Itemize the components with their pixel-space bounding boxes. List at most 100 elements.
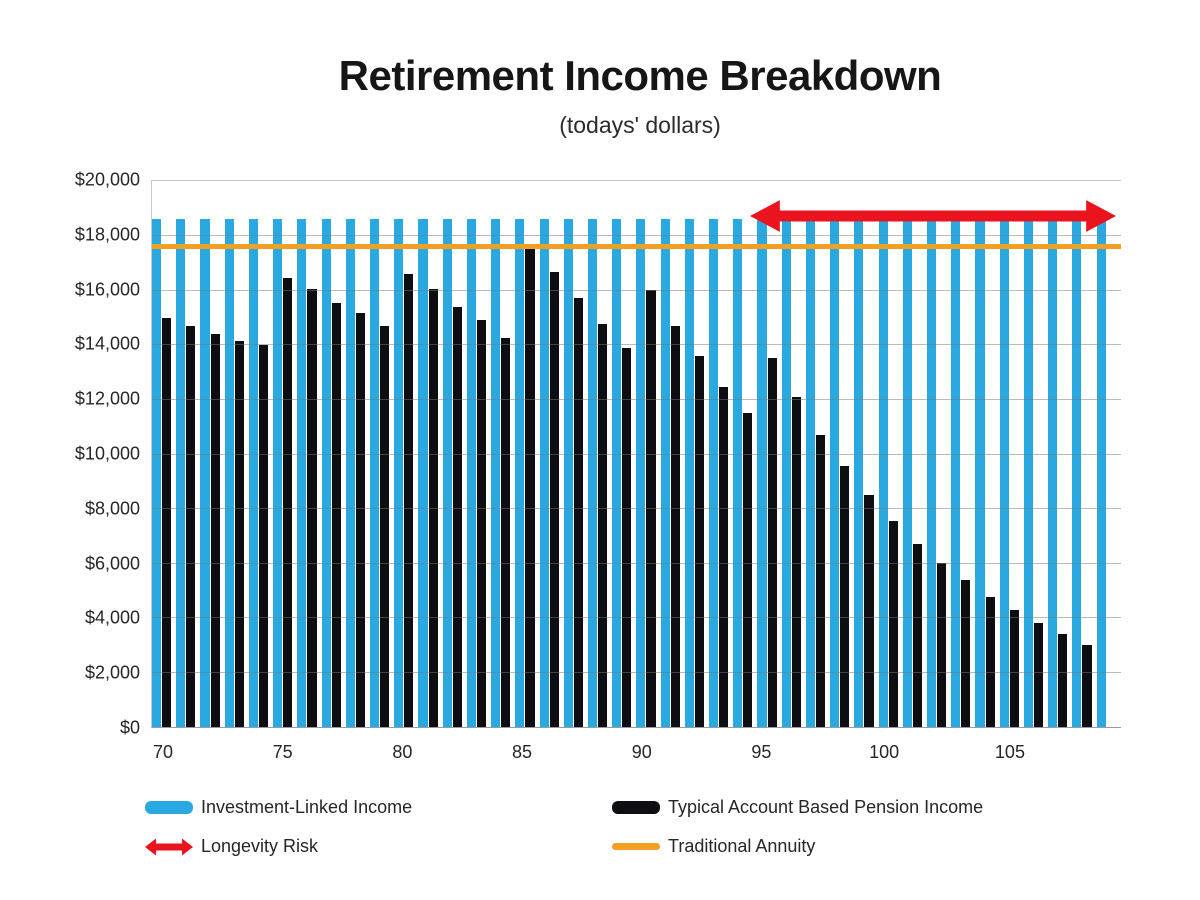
investment-bar bbox=[902, 219, 912, 727]
y-tick-label: $14,000 bbox=[74, 333, 140, 354]
y-tick-label: $16,000 bbox=[74, 279, 140, 300]
legend-item-pension: Typical Account Based Pension Income bbox=[612, 797, 983, 818]
investment-bar bbox=[781, 219, 791, 727]
investment-bar bbox=[587, 219, 598, 727]
legend-label-investment: Investment-Linked Income bbox=[201, 797, 413, 817]
legend-label-pension: Typical Account Based Pension Income bbox=[668, 797, 984, 817]
bar-group-age-92 bbox=[684, 181, 709, 727]
gridline-10000 bbox=[152, 453, 1121, 455]
y-tick-label: $18,000 bbox=[74, 224, 140, 245]
investment-bar bbox=[200, 219, 210, 727]
investment-bar bbox=[418, 219, 428, 727]
gridline-14000 bbox=[152, 344, 1121, 346]
legend-label-annuity: Traditional Annuity bbox=[668, 836, 816, 856]
x-tick-label bbox=[606, 742, 630, 763]
x-tick-label bbox=[223, 742, 247, 763]
x-tick-label bbox=[1097, 742, 1121, 763]
x-tick-label bbox=[175, 742, 199, 763]
bar-group-age-78 bbox=[345, 181, 370, 727]
gridline-6000 bbox=[152, 562, 1121, 564]
x-tick-label bbox=[654, 742, 678, 763]
pension-bar bbox=[476, 320, 487, 727]
bar-group-age-82 bbox=[442, 181, 467, 727]
pension-bar bbox=[1058, 634, 1068, 727]
pension-bar bbox=[525, 249, 535, 727]
x-tick-label bbox=[923, 742, 947, 763]
bar-group-age-106 bbox=[1023, 181, 1048, 727]
plot-area bbox=[151, 180, 1121, 728]
gridline-12000 bbox=[152, 398, 1121, 400]
pension-bar bbox=[937, 563, 947, 727]
x-tick-label: 70 bbox=[152, 742, 173, 762]
bar-group-age-97 bbox=[805, 181, 830, 727]
y-tick-label: $10,000 bbox=[74, 443, 140, 464]
bar-group-age-73 bbox=[224, 181, 249, 727]
pension-bar bbox=[864, 494, 874, 727]
pension-bar bbox=[622, 347, 632, 727]
pension-bar bbox=[186, 325, 196, 727]
x-tick-label bbox=[534, 742, 558, 763]
y-tick-label: $0 bbox=[119, 717, 140, 738]
x-tick-label bbox=[582, 742, 606, 763]
bar-group-age-75 bbox=[273, 181, 297, 727]
investment-bar bbox=[176, 219, 186, 727]
gridline-16000 bbox=[152, 289, 1121, 291]
y-tick-label: $20,000 bbox=[74, 169, 140, 190]
pension-bar bbox=[1033, 623, 1044, 727]
x-tick-label: 80 bbox=[392, 742, 413, 762]
investment-bar bbox=[757, 219, 767, 727]
bar-group-age-74 bbox=[248, 181, 273, 727]
bar-group-age-86 bbox=[539, 181, 564, 727]
investment-bar bbox=[612, 219, 622, 727]
investment-bar bbox=[1072, 219, 1082, 727]
pension-bar bbox=[452, 306, 462, 727]
x-tick-label bbox=[845, 742, 869, 763]
investment-bar bbox=[927, 219, 937, 727]
pension-bar bbox=[694, 355, 705, 727]
x-tick-label bbox=[726, 742, 750, 763]
legend-label-longevity: Longevity Risk bbox=[201, 836, 319, 856]
investment-bar bbox=[636, 219, 646, 727]
pension-bar bbox=[573, 298, 583, 727]
chart-legend: Investment-Linked Income Typical Account… bbox=[145, 788, 1125, 866]
bar-group-age-94 bbox=[733, 181, 757, 727]
investment-bar bbox=[297, 219, 307, 727]
bar-group-age-76 bbox=[297, 181, 321, 727]
x-tick-label: 105 bbox=[994, 742, 1025, 762]
x-tick-label bbox=[199, 742, 223, 763]
pension-bar bbox=[719, 387, 729, 727]
pension-bar bbox=[428, 288, 438, 727]
pension-bar bbox=[1009, 609, 1019, 727]
pension-bar bbox=[670, 325, 680, 727]
investment-bar-swatch-icon bbox=[145, 801, 193, 814]
investment-bar bbox=[224, 219, 234, 727]
x-tick-label bbox=[295, 742, 319, 763]
investment-bar bbox=[369, 219, 380, 727]
chart-title: Retirement Income Breakdown bbox=[338, 52, 942, 99]
x-tick-label bbox=[971, 742, 995, 763]
gridline-4000 bbox=[152, 617, 1121, 619]
investment-bar bbox=[1023, 219, 1033, 727]
pension-bar bbox=[307, 288, 317, 727]
bar-group-age-81 bbox=[418, 181, 442, 727]
annuity-line-swatch-icon bbox=[612, 843, 660, 850]
bar-group-age-95 bbox=[757, 181, 781, 727]
pension-bar bbox=[598, 324, 608, 727]
x-tick-label bbox=[414, 742, 438, 763]
investment-bar bbox=[152, 219, 162, 727]
pension-bar bbox=[331, 302, 341, 727]
y-axis-labels: $20,000 $18,000 $16,000 $14,000 $12,000 $10,0… bbox=[0, 170, 140, 738]
investment-bar bbox=[491, 219, 501, 727]
bar-group-age-108 bbox=[1072, 181, 1096, 727]
investment-bar bbox=[733, 219, 743, 727]
investment-bar bbox=[515, 219, 525, 727]
legend-row-1: Investment-Linked Income Typical Account… bbox=[145, 788, 1125, 827]
investment-bar bbox=[248, 219, 258, 727]
pension-bar bbox=[961, 579, 971, 727]
gridline-8000 bbox=[152, 508, 1121, 510]
investment-bar bbox=[660, 219, 670, 727]
pension-bar bbox=[162, 317, 172, 727]
pension-bar bbox=[985, 597, 995, 727]
pension-bar bbox=[404, 273, 414, 727]
bar-group-age-96 bbox=[781, 181, 806, 727]
